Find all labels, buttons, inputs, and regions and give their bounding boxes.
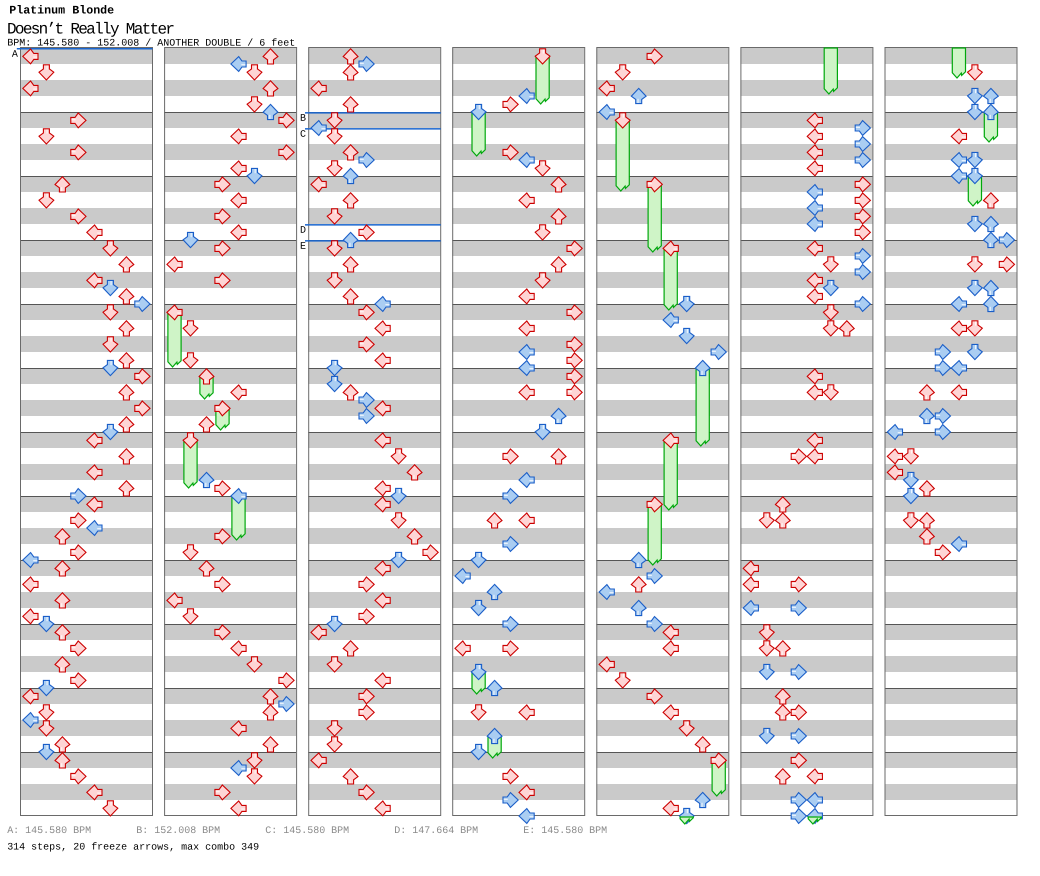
svg-text:Platinum Blonde: Platinum Blonde [9, 4, 114, 18]
svg-text:A: A [12, 50, 18, 61]
svg-text:314 steps, 20 freeze arrows, m: 314 steps, 20 freeze arrows, max combo 3… [7, 842, 259, 854]
svg-text:B: 152.008 BPM: B: 152.008 BPM [136, 826, 220, 837]
svg-text:A: 145.580 BPM: A: 145.580 BPM [7, 826, 91, 837]
svg-text:C: C [300, 130, 306, 141]
svg-text:C: 145.580 BPM: C: 145.580 BPM [265, 826, 349, 837]
svg-text:Doesn’t Really Matter: Doesn’t Really Matter [7, 21, 175, 39]
svg-text:B: B [300, 114, 306, 125]
svg-text:E: E [300, 242, 306, 253]
svg-text:BPM: 145.580 - 152.008 / ANOTH: BPM: 145.580 - 152.008 / ANOTHER DOUBLE … [7, 38, 295, 50]
svg-text:D: D [300, 226, 306, 237]
svg-text:D: 147.664 BPM: D: 147.664 BPM [394, 826, 478, 837]
svg-text:E: 145.580 BPM: E: 145.580 BPM [523, 826, 607, 837]
